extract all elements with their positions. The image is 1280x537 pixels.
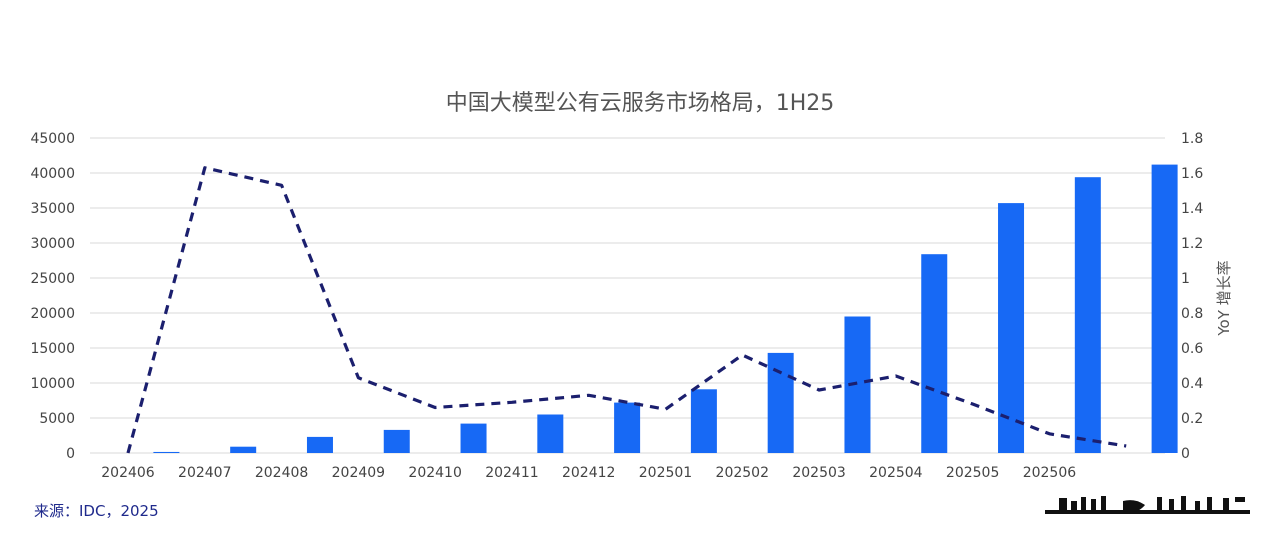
x-tick-label: 202409: [332, 465, 385, 481]
y-tick-label: 0: [66, 446, 75, 462]
chart-title: 中国大模型公有云服务市场格局，1H25: [446, 91, 835, 116]
bar: [460, 423, 487, 453]
y2-tick-label: 0.2: [1181, 411, 1203, 427]
x-tick-label: 202501: [639, 465, 692, 481]
bar: [921, 254, 948, 453]
source-note: 来源：IDC，2025: [34, 502, 159, 520]
bar: [383, 429, 410, 453]
x-tick-label: 202506: [1023, 465, 1077, 481]
line-layer: [126, 166, 1127, 454]
x-tick-label: 202502: [716, 465, 769, 481]
x-tick-label: 202407: [178, 465, 231, 481]
bar: [230, 446, 257, 453]
bar: [767, 352, 794, 453]
y-tick-label: 25000: [30, 271, 75, 287]
y2-tick-label: 1.6: [1181, 166, 1203, 182]
y-tick-label: 30000: [30, 236, 75, 252]
y2-tick-label: 0.4: [1181, 376, 1203, 392]
x-tick-label: 202412: [562, 465, 615, 481]
y-tick-label: 20000: [30, 306, 75, 322]
y-tick-label: 40000: [30, 166, 75, 182]
y2-tick-label: 1.4: [1181, 201, 1203, 217]
x-tick-label: 202406: [101, 465, 155, 481]
x-tick-label: 202503: [792, 465, 845, 481]
grid-layer: [90, 137, 1165, 454]
bar: [537, 414, 564, 453]
y2-tick-label: 0.8: [1181, 306, 1203, 322]
x-tick-label: 202411: [485, 465, 538, 481]
x-tick-label: 202504: [869, 465, 923, 481]
y-tick-label: 35000: [30, 201, 75, 217]
y2-tick-label: 0: [1181, 446, 1190, 462]
right-axis: 0 0.2 0.4 0.6 0.8 1 1.2 1.4 1.6 1.8: [1181, 131, 1203, 462]
left-axis: 0 5000 10000 15000 20000 25000 30000 35000 40000…: [30, 131, 75, 462]
x-tick-label: 202505: [946, 465, 999, 481]
y-tick-label: 10000: [30, 376, 75, 392]
y-tick-label: 15000: [30, 341, 75, 357]
series-line: [126, 166, 1127, 454]
y-tick-label: 5000: [39, 411, 75, 427]
y2-tick-label: 1: [1181, 271, 1190, 287]
bar: [306, 436, 333, 453]
bar: [690, 389, 717, 453]
bar: [153, 451, 180, 453]
x-tick-label: 202408: [255, 465, 308, 481]
bar: [844, 316, 871, 453]
y2-axis-label: YoY 增长率: [1215, 260, 1233, 336]
x-tick-label: 202410: [408, 465, 461, 481]
y2-tick-label: 0.6: [1181, 341, 1203, 357]
bar: [1151, 164, 1178, 453]
bar: [614, 402, 641, 453]
y2-tick-label: 1.8: [1181, 131, 1203, 147]
y-tick-label: 45000: [30, 131, 75, 147]
watermark-logo: [1045, 496, 1250, 514]
bar: [1074, 177, 1101, 453]
x-axis: 202406 202407 202408 202409 202410 202411 2024…: [101, 465, 1076, 481]
bars-layer: [153, 164, 1178, 453]
bar: [998, 203, 1025, 453]
y2-tick-label: 1.2: [1181, 236, 1203, 252]
